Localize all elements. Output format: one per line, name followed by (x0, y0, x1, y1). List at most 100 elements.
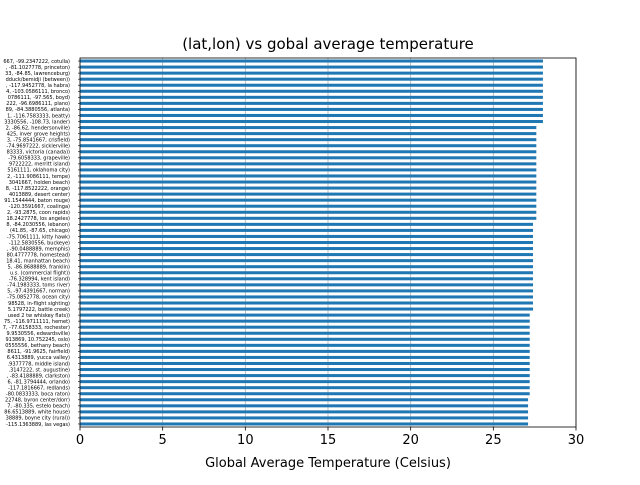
bar (80, 156, 537, 160)
y-tick-label: 38889, boyne city (rural)) (6, 416, 70, 422)
bar (80, 162, 537, 166)
x-tick-label: 30 (568, 433, 585, 448)
y-tick-label: , -90.0488889, memphis) (7, 246, 71, 252)
bar (80, 186, 537, 190)
x-tick-label: 0 (76, 433, 84, 448)
y-tick-label: dduck/bemidji (between)) (6, 77, 70, 83)
bar (80, 150, 537, 154)
y-tick-label: -75.7061111, kitty hawk) (7, 234, 70, 240)
bar (80, 289, 534, 293)
x-tick-label: 10 (237, 433, 254, 448)
bar (80, 132, 537, 136)
y-tick-label: 0786111, -97.565, boyd) (8, 95, 70, 101)
y-tick-label: -117.1816667, redlands) (8, 385, 70, 391)
bar (80, 422, 529, 426)
bar (80, 95, 543, 99)
bar (80, 65, 543, 69)
x-tick-label: 25 (485, 433, 502, 448)
x-axis-label: Global Average Temperature (Celsius) (205, 456, 451, 471)
bar (80, 89, 543, 93)
bar (80, 174, 537, 178)
bars (80, 59, 543, 426)
y-tick-label: .9377778, middle island) (8, 361, 70, 367)
y-tick-label: -115.1363889, las vegas) (6, 422, 70, 428)
y-tick-label: 86.6513889, white house) (4, 410, 70, 416)
bar (80, 216, 537, 220)
bar (80, 313, 530, 317)
bar (80, 240, 534, 245)
y-tick-label: 2, -111.9086111, tempe) (7, 174, 70, 180)
y-tick-label: 8, -84.2030556, lebanon) (6, 222, 70, 228)
y-tick-label: 83333, victoria (canada)) (7, 150, 70, 156)
y-tick-label: 3041667, holden beach) (9, 180, 70, 186)
chart-title: (lat,lon) vs gobal average temperature (182, 35, 474, 53)
bar (80, 198, 537, 202)
bar (80, 113, 543, 117)
bar (80, 355, 530, 359)
bar (80, 325, 530, 329)
y-tick-label: 89, -84.3880556, atlanta) (6, 107, 70, 113)
bar (80, 283, 534, 287)
y-tick-label: , -83.4188889, clarkston) (7, 373, 70, 379)
bar (80, 349, 530, 353)
bar (80, 101, 543, 105)
bar (80, 192, 537, 196)
y-tick-label: 913869, 10.752245, oslo) (5, 337, 70, 343)
bar (80, 253, 534, 257)
bar (80, 120, 543, 124)
y-tick-label: -75.0852778, ocean city) (7, 295, 70, 301)
bar (80, 301, 534, 305)
y-tick-label: 6.4313889, yucca valley) (7, 355, 70, 361)
y-tick-label: -79.6058333, grapeville) (8, 156, 70, 162)
bar (80, 265, 534, 269)
y-tick-label: 91.1544444, baton rouge) (4, 198, 70, 204)
y-tick-label: 222, -96.6986111, plano) (6, 101, 70, 107)
y-tick-label: 2, -93.2875, coon rapids) (7, 210, 70, 216)
y-tick-label: 18.2427778, los angeles) (6, 216, 70, 222)
y-tick-label: , -117.9452778, la habra) (6, 83, 70, 89)
y-tick-label: 9722222, merritt island) (9, 162, 70, 168)
bar (80, 247, 534, 251)
bar (80, 331, 530, 335)
bar (80, 210, 537, 214)
bar (80, 107, 543, 111)
bar (80, 319, 530, 323)
y-tick-label: 18.41, manhattan beach) (6, 258, 70, 264)
y-tick-label: 4, -103.0586111, bronco) (6, 89, 70, 95)
bar (80, 234, 534, 238)
bar (80, 83, 543, 87)
y-tick-label: -74.1983333, toms river) (7, 283, 70, 289)
y-tick-label: 2, -86.62, hendersonville) (6, 125, 70, 131)
y-tick-label: -76.328994, kent island) (9, 277, 70, 283)
y-tick-label: 5, -97.4391667, norman) (7, 289, 70, 295)
bar (80, 228, 534, 232)
y-tick-label: 3, -75.8541667, crisfield) (7, 137, 70, 143)
bar (80, 204, 537, 208)
y-tick-label: 425, inver grove heights) (7, 131, 70, 137)
bar (80, 271, 534, 275)
bar (80, 259, 534, 263)
x-axis: 0 5 10 15 20 25 30 (76, 427, 584, 448)
y-tick-label: 5.1797222, battle creek) (8, 307, 70, 313)
y-tick-label: used 2 tw whiskey flats)) (8, 313, 70, 319)
y-tick-label: 98528, in-flight sighting) (8, 301, 70, 307)
bar (80, 295, 534, 299)
y-tick-label: 8611, -91.9625, fairfield) (7, 349, 70, 355)
bar (80, 126, 537, 130)
x-tick-label: 20 (402, 433, 419, 448)
y-tick-label: 4013889, desert center) (9, 192, 70, 198)
y-tick-label: 7, -80.335, estelo beach) (7, 404, 70, 410)
bar (80, 386, 530, 390)
y-tick-label: 3330556, -108.73, lander) (4, 119, 70, 125)
y-tick-label: 33, -84.85, lawrenceburg) (5, 71, 70, 77)
x-tick-label: 5 (159, 433, 167, 448)
y-tick-label: -112.5830556, buckeye) (9, 240, 70, 246)
y-tick-label: 22748, byron center/dorr) (5, 398, 70, 404)
bar (80, 368, 530, 372)
bar (80, 77, 543, 81)
y-tick-label: 5, -86.8688889, franklin) (8, 264, 70, 270)
bar (80, 374, 530, 378)
bar (80, 416, 529, 420)
y-tick-label: 667, -99.2347222, cotulla) (3, 59, 70, 65)
y-tick-label: 0555556, bethany beach) (5, 343, 70, 349)
